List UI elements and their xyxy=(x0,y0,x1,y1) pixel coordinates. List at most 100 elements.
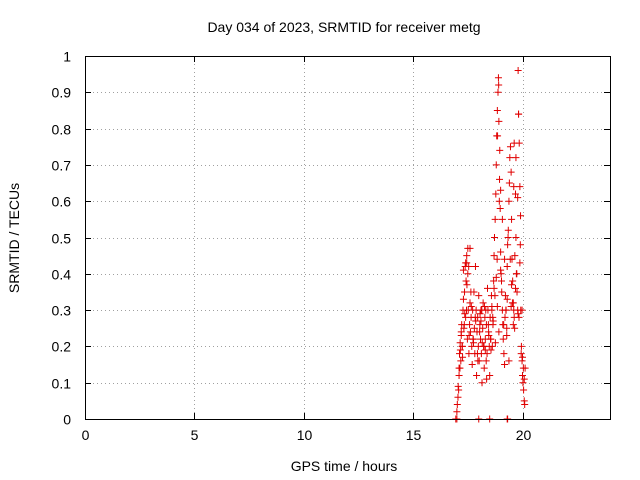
data-point xyxy=(495,81,503,89)
data-point xyxy=(505,179,513,187)
data-point xyxy=(473,350,481,358)
data-point xyxy=(516,259,524,267)
data-point xyxy=(476,328,484,336)
data-point xyxy=(479,299,487,307)
data-point xyxy=(470,339,477,347)
data-point xyxy=(510,139,518,147)
y-tick-label: 0.7 xyxy=(52,158,72,174)
y-tick-label: 0.2 xyxy=(52,339,72,355)
x-tick-label: 10 xyxy=(297,427,313,443)
data-point xyxy=(519,353,526,361)
data-point xyxy=(480,342,488,350)
data-point xyxy=(514,310,522,318)
x-tick-label: 5 xyxy=(191,427,199,443)
data-point xyxy=(507,302,515,310)
data-point xyxy=(462,259,470,267)
data-point xyxy=(512,284,519,292)
data-point xyxy=(456,350,463,358)
data-point xyxy=(493,302,501,310)
data-point xyxy=(501,361,509,369)
data-point xyxy=(516,241,524,249)
data-point xyxy=(503,332,511,340)
data-point xyxy=(464,270,472,278)
data-point xyxy=(501,313,509,321)
data-point xyxy=(474,357,482,365)
data-point xyxy=(457,328,465,336)
data-point xyxy=(472,317,480,325)
data-point xyxy=(476,321,484,329)
data-point xyxy=(485,332,493,340)
data-point xyxy=(490,277,498,285)
data-point xyxy=(503,295,511,303)
data-point xyxy=(458,342,466,350)
data-point xyxy=(504,226,512,234)
data-point xyxy=(497,266,505,274)
data-point xyxy=(454,382,462,390)
data-point xyxy=(512,234,520,241)
data-point xyxy=(462,277,470,285)
data-point xyxy=(468,342,476,350)
data-point xyxy=(492,161,500,169)
data-point xyxy=(511,252,519,260)
data-point xyxy=(480,302,488,310)
data-point xyxy=(491,234,498,241)
data-point xyxy=(465,350,473,358)
data-point xyxy=(486,371,494,379)
data-point xyxy=(503,324,511,332)
y-tick-label: 0.1 xyxy=(52,376,72,392)
y-tick-label: 0 xyxy=(63,412,71,428)
data-point xyxy=(453,400,461,408)
data-point xyxy=(459,266,467,274)
data-point xyxy=(491,215,499,223)
data-point xyxy=(463,252,471,260)
x-tick-label: 0 xyxy=(82,427,90,443)
data-point xyxy=(467,302,475,310)
data-point xyxy=(493,106,501,114)
data-point xyxy=(521,400,529,408)
data-point xyxy=(509,277,517,285)
y-tick-label: 0.3 xyxy=(52,303,72,319)
data-point xyxy=(468,361,476,369)
data-point xyxy=(461,310,469,318)
data-point xyxy=(498,288,506,296)
data-point xyxy=(487,335,495,343)
data-point xyxy=(517,212,525,220)
data-point xyxy=(509,321,517,329)
data-point xyxy=(457,357,465,365)
data-point xyxy=(520,375,528,383)
data-point xyxy=(484,321,492,329)
data-point xyxy=(500,350,508,358)
data-point xyxy=(518,306,526,314)
data-point xyxy=(473,371,481,379)
data-point xyxy=(471,263,479,271)
data-point xyxy=(461,288,469,296)
data-point xyxy=(478,339,486,347)
data-point xyxy=(465,332,473,340)
data-point xyxy=(470,324,478,332)
data-point xyxy=(492,190,500,198)
data-point xyxy=(459,353,467,361)
data-point xyxy=(502,306,510,314)
data-point xyxy=(476,310,484,318)
data-point xyxy=(491,339,499,347)
data-point xyxy=(459,295,467,303)
data-point xyxy=(463,281,471,289)
data-point xyxy=(517,350,525,358)
y-tick-label: 1 xyxy=(63,49,71,65)
data-point xyxy=(496,204,504,212)
data-point xyxy=(497,248,505,256)
data-point xyxy=(491,292,499,300)
data-point xyxy=(499,335,507,343)
data-point xyxy=(505,197,513,205)
y-axis-label: SRMTID / TECUs xyxy=(6,183,22,293)
data-point xyxy=(478,306,486,314)
data-point xyxy=(483,350,491,358)
data-point xyxy=(490,284,498,292)
data-point xyxy=(504,241,512,249)
data-point xyxy=(493,255,501,263)
y-tick-label: 0.8 xyxy=(52,122,72,138)
data-point xyxy=(501,255,509,263)
data-point xyxy=(500,321,508,329)
y-tick-label: 0.4 xyxy=(52,267,72,283)
